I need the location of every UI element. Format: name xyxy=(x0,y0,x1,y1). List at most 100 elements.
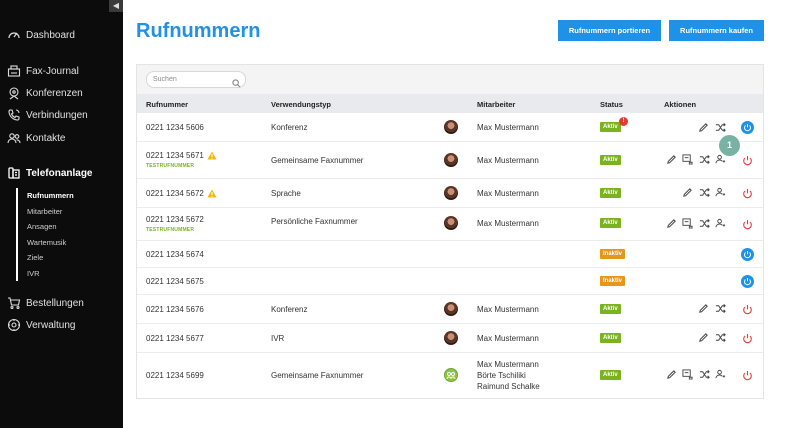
notification-badge: ! xyxy=(619,117,628,126)
assign-user-icon[interactable] xyxy=(715,154,726,165)
usage-type: Gemeinsame Faxnummer xyxy=(271,371,364,380)
status-badge: Aktiv xyxy=(600,304,621,314)
power-off-icon[interactable] xyxy=(741,303,754,316)
warning-icon xyxy=(207,189,217,198)
sidebar-sub-item-ansagen[interactable]: Ansagen xyxy=(27,222,57,231)
shuffle-icon[interactable] xyxy=(699,218,710,229)
employee-name: Max Mustermann xyxy=(477,334,539,343)
edit-icon[interactable] xyxy=(666,218,677,229)
column-header-type[interactable]: Verwendungstyp xyxy=(271,100,332,109)
edit-icon[interactable] xyxy=(698,332,709,343)
phone-number: 0221 1234 5672 xyxy=(146,189,204,198)
edit-icon[interactable] xyxy=(666,154,677,165)
status-badge: Inaktiv xyxy=(600,276,626,286)
sidebar-item-verwaltung[interactable]: Verwaltung xyxy=(7,318,75,332)
sidebar-item-telefonanlage[interactable]: Telefonanlage xyxy=(7,166,93,180)
status-badge: Inaktiv xyxy=(600,249,626,259)
table-row[interactable]: 0221 1234 5677 IVR Max Mustermann Aktiv xyxy=(137,324,763,353)
sidebar-item-label: Verwaltung xyxy=(26,319,76,331)
phone-calls-icon xyxy=(7,108,21,122)
assign-user-icon[interactable] xyxy=(715,218,726,229)
sidebar-sub-item-ivr[interactable]: IVR xyxy=(27,268,40,278)
table-row[interactable]: 0221 1234 5699 Gemeinsame Faxnummer Max … xyxy=(137,353,763,399)
fax-settings-icon[interactable] xyxy=(682,369,693,380)
table-row[interactable]: 0221 1234 5671 TESTRUFNUMMER Gemeinsame … xyxy=(137,142,763,179)
fax-settings-icon[interactable] xyxy=(682,154,693,165)
usage-type: Sprache xyxy=(271,189,301,198)
sidebar-sub-item-wartemusik[interactable]: Wartemusik xyxy=(27,237,67,247)
test-number-label: TESTRUFNUMMER xyxy=(146,163,195,169)
status-badge: Aktiv xyxy=(600,188,621,198)
contacts-icon xyxy=(7,131,21,145)
power-on-icon[interactable] xyxy=(741,248,754,261)
table-row[interactable]: 0221 1234 5676 Konferenz Max Mustermann … xyxy=(137,295,763,324)
shuffle-icon[interactable] xyxy=(699,187,710,198)
edit-icon[interactable] xyxy=(698,122,709,133)
table-row[interactable]: 0221 1234 5675 Inaktiv xyxy=(137,268,763,295)
power-off-icon[interactable] xyxy=(741,187,754,200)
edit-icon[interactable] xyxy=(682,187,693,198)
sidebar-item-bestellungen[interactable]: Bestellungen xyxy=(7,296,84,310)
assign-user-icon[interactable] xyxy=(715,187,726,198)
sidebar-item-verbindungen[interactable]: Verbindungen xyxy=(7,108,88,122)
gear-icon xyxy=(7,318,21,332)
buy-numbers-button[interactable]: Rufnummern kaufen xyxy=(669,20,764,41)
phone-number: 0221 1234 5675 xyxy=(146,277,204,286)
sidebar-sub-item-ziele[interactable]: Ziele xyxy=(27,253,44,262)
employee-name: Max Mustermann xyxy=(477,360,539,369)
phone-number: 0221 1234 5674 xyxy=(146,250,204,259)
avatar xyxy=(444,120,458,134)
table-header: Rufnummer Verwendungstyp Mitarbeiter Sta… xyxy=(137,94,763,113)
avatar xyxy=(444,331,458,345)
edit-icon[interactable] xyxy=(698,303,709,314)
employee-name: Max Mustermann xyxy=(477,156,539,165)
shuffle-icon[interactable] xyxy=(715,122,726,133)
status-badge: Aktiv xyxy=(600,122,621,132)
shuffle-icon[interactable] xyxy=(715,332,726,343)
sidebar-sub-item-rufnummern[interactable]: Rufnummern xyxy=(27,191,74,200)
avatar xyxy=(444,216,458,230)
power-off-icon[interactable] xyxy=(741,332,754,345)
caret-left-icon[interactable]: ◀ xyxy=(109,0,123,12)
column-header-status[interactable]: Status xyxy=(600,100,623,109)
power-on-icon[interactable] xyxy=(741,121,754,134)
assign-user-icon[interactable] xyxy=(715,369,726,380)
table-row[interactable]: 0221 1234 5674 Inaktiv xyxy=(137,241,763,268)
employee-name: Börte Tschiliki xyxy=(477,371,526,380)
edit-icon[interactable] xyxy=(666,369,677,380)
phone-number: 0221 1234 5676 xyxy=(146,305,204,314)
sidebar-item-fax-journal[interactable]: Fax-Journal xyxy=(7,64,79,78)
sidebar-item-dashboard[interactable]: Dashboard xyxy=(7,28,75,42)
sidebar-item-label: Verbindungen xyxy=(26,109,88,121)
table-row[interactable]: 0221 1234 5672 Sprache Max Mustermann Ak… xyxy=(137,179,763,208)
shuffle-icon[interactable] xyxy=(699,154,710,165)
status-badge: Aktiv xyxy=(600,218,621,228)
column-header-number[interactable]: Rufnummer xyxy=(146,100,189,109)
fax-settings-icon[interactable] xyxy=(682,218,693,229)
power-off-icon[interactable] xyxy=(741,154,754,167)
power-on-icon[interactable] xyxy=(741,275,754,288)
search-input[interactable] xyxy=(146,71,246,88)
column-header-employee[interactable]: Mitarbeiter xyxy=(477,100,516,109)
test-number-label: TESTRUFNUMMER xyxy=(146,227,195,233)
avatar xyxy=(444,153,458,167)
shuffle-icon[interactable] xyxy=(715,303,726,314)
sidebar-item-konferenzen[interactable]: Konferenzen xyxy=(7,86,83,100)
phone-number: 0221 1234 5677 xyxy=(146,334,204,343)
employee-name: Max Mustermann xyxy=(477,305,539,314)
usage-type: Persönliche Faxnummer xyxy=(271,217,358,226)
table-row[interactable]: 0221 1234 5606 Konferenz Max Mustermann … xyxy=(137,113,763,142)
phone-number: 0221 1234 5699 xyxy=(146,371,204,380)
power-off-icon[interactable] xyxy=(741,218,754,231)
employee-name: Max Mustermann xyxy=(477,219,539,228)
power-off-icon[interactable] xyxy=(741,369,754,382)
group-avatar xyxy=(444,368,458,382)
table-row[interactable]: 0221 1234 5672 TESTRUFNUMMER Persönliche… xyxy=(137,208,763,241)
sidebar-item-kontakte[interactable]: Kontakte xyxy=(7,131,65,145)
status-badge: Aktiv xyxy=(600,155,621,165)
step-marker: 1 xyxy=(719,135,740,156)
phone-number: 0221 1234 5671 xyxy=(146,151,204,160)
shuffle-icon[interactable] xyxy=(699,369,710,380)
sidebar-sub-item-mitarbeiter[interactable]: Mitarbeiter xyxy=(27,206,63,216)
port-numbers-button[interactable]: Rufnummern portieren xyxy=(558,20,661,41)
